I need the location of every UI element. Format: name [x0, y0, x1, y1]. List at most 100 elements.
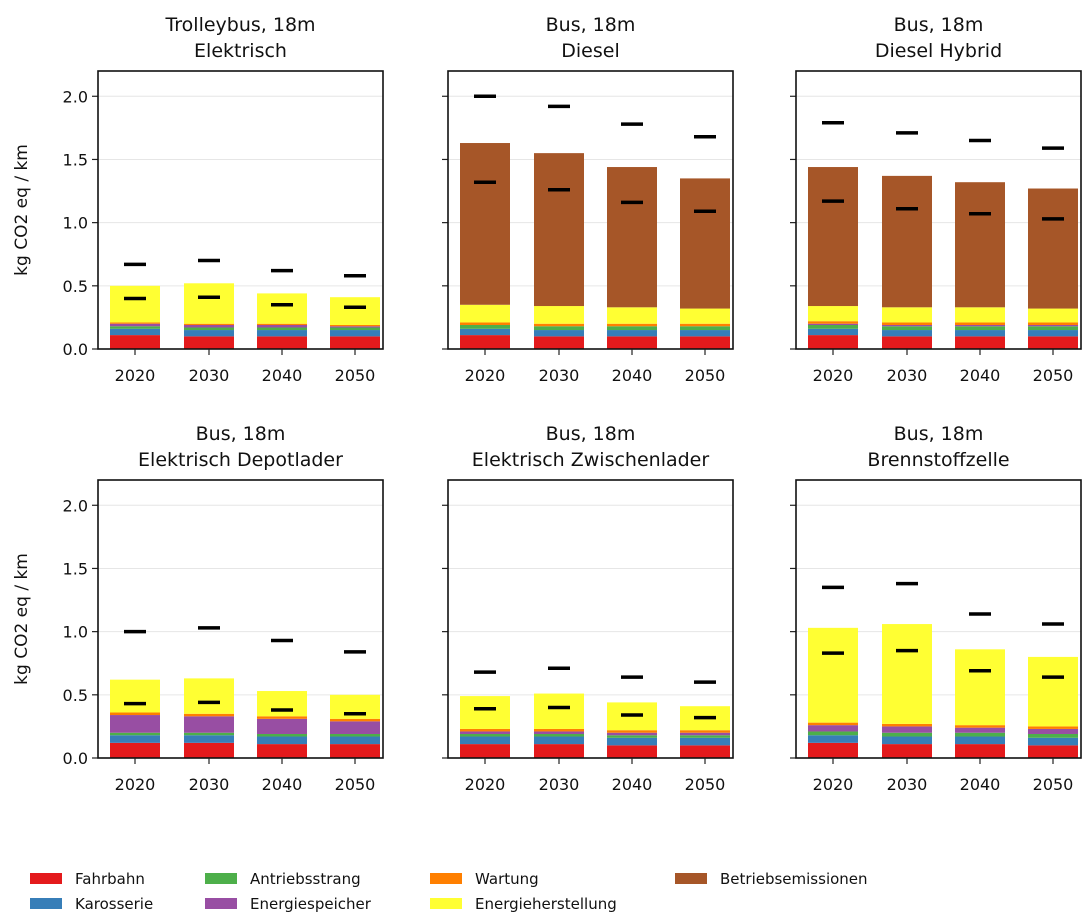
panel-title-line2: Elektrisch Depotlader: [138, 449, 343, 471]
bar-segment-karosserie: [534, 330, 584, 337]
x-tick-label: 2030: [189, 775, 230, 794]
bar-segment-energiespeicher: [808, 725, 858, 732]
x-tick-label: 2020: [115, 366, 156, 385]
bar-segment-fahrbahn: [257, 744, 307, 758]
bar-segment-wartung: [955, 725, 1005, 728]
bar-segment-energieherstellung: [607, 307, 657, 324]
bar-segment-antriebsstrang: [460, 733, 510, 737]
panel-title-line1: Trolleybus, 18m: [164, 14, 315, 36]
bar-segment-karosserie: [184, 330, 234, 337]
panel-title-line1: Bus, 18m: [894, 423, 984, 445]
bar-segment-antriebsstrang: [330, 733, 380, 737]
bar-segment-wartung: [680, 730, 730, 733]
bar-segment-antriebsstrang: [680, 735, 730, 738]
bar-segment-energiespeicher: [110, 715, 160, 733]
bar-segment-fahrbahn: [808, 742, 858, 758]
legend-label-karosserie: Karosserie: [75, 895, 153, 913]
bar-segment-fahrbahn: [460, 335, 510, 349]
bar-segment-energiespeicher: [882, 726, 932, 733]
bar-segment-antriebsstrang: [808, 731, 858, 736]
bar-segment-antriebsstrang: [184, 732, 234, 736]
legend-swatch-fahrbahn: [30, 873, 62, 884]
axes-frame: [447, 70, 734, 350]
bar-segment-antriebsstrang: [110, 326, 160, 329]
bar-segment-antriebsstrang: [460, 324, 510, 329]
bar-segment-wartung: [607, 730, 657, 733]
bar-segment-betriebsemissionen: [882, 175, 932, 308]
y-tick-label: 1.5: [63, 150, 88, 169]
bar-segment-energieherstellung: [1028, 656, 1078, 727]
y-tick-label: 0.0: [63, 749, 88, 768]
bar-segment-wartung: [534, 323, 584, 327]
legend-swatch-karosserie: [30, 898, 62, 909]
bar-segment-karosserie: [330, 330, 380, 337]
bar-segment-energieherstellung: [808, 306, 858, 322]
bar-segment-fahrbahn: [680, 745, 730, 758]
legend-label-fahrbahn: Fahrbahn: [75, 870, 145, 888]
bar-segment-wartung: [460, 728, 510, 732]
y-tick-label: 2.0: [63, 87, 88, 106]
x-tick-label: 2040: [262, 775, 303, 794]
bar-segment-fahrbahn: [184, 336, 234, 349]
bar-segment-betriebsemissionen: [808, 167, 858, 307]
bar-segment-betriebsemissionen: [607, 167, 657, 308]
bar-segment-fahrbahn: [184, 742, 234, 758]
x-tick-label: 2030: [887, 366, 928, 385]
bar-segment-antriebsstrang: [1028, 733, 1078, 738]
bar-segment-antriebsstrang: [330, 327, 380, 331]
y-axis-label: kg CO2 eq / km: [12, 144, 32, 276]
bar-segment-karosserie: [330, 736, 380, 745]
bar-segment-fahrbahn: [330, 336, 380, 349]
legend-swatch-antriebsstrang: [205, 873, 237, 884]
bar-segment-fahrbahn: [257, 336, 307, 349]
bar-segment-fahrbahn: [882, 744, 932, 758]
bar-segment-energiespeicher: [330, 326, 380, 328]
bar-segment-energiespeicher: [607, 732, 657, 736]
bar-segment-wartung: [955, 322, 1005, 325]
bar-segment-energiespeicher: [534, 731, 584, 734]
bar-segment-karosserie: [110, 328, 160, 336]
bar-segment-fahrbahn: [534, 744, 584, 758]
bar-segment-antriebsstrang: [184, 327, 234, 331]
x-tick-label: 2020: [115, 775, 156, 794]
bar-segment-antriebsstrang: [1028, 326, 1078, 331]
bar-segment-fahrbahn: [460, 744, 510, 758]
bar-segment-karosserie: [808, 328, 858, 336]
bar-segment-energieherstellung: [330, 297, 380, 325]
bar-segment-karosserie: [460, 736, 510, 745]
bar-segment-betriebsemissionen: [460, 143, 510, 305]
bar-segment-karosserie: [955, 736, 1005, 745]
bar-segment-karosserie: [882, 330, 932, 337]
bar-segment-fahrbahn: [808, 335, 858, 349]
bar-segment-energiespeicher: [257, 718, 307, 734]
x-tick-label: 2050: [1033, 366, 1074, 385]
panel-title-line2: Brennstoffzelle: [867, 449, 1009, 471]
bar-segment-energieherstellung: [680, 308, 730, 324]
bar-segment-karosserie: [534, 736, 584, 745]
axes-frame: [97, 479, 384, 759]
bar-segment-antriebsstrang: [534, 733, 584, 737]
x-tick-label: 2040: [612, 775, 653, 794]
bar-segment-karosserie: [110, 735, 160, 743]
panel-title-line1: Bus, 18m: [894, 14, 984, 36]
y-tick-label: 1.5: [63, 559, 88, 578]
bar-segment-karosserie: [607, 330, 657, 337]
bar-segment-karosserie: [1028, 330, 1078, 337]
x-tick-label: 2030: [539, 775, 580, 794]
x-tick-label: 2020: [813, 366, 854, 385]
bar-segment-karosserie: [882, 736, 932, 745]
x-tick-label: 2030: [189, 366, 230, 385]
legend-swatch-betriebsemissionen: [675, 873, 707, 884]
bar-segment-karosserie: [955, 330, 1005, 337]
bar-segment-wartung: [607, 323, 657, 327]
bar-segment-fahrbahn: [330, 744, 380, 758]
bar-segment-energieherstellung: [534, 306, 584, 324]
bar-segment-energiespeicher: [680, 732, 730, 736]
x-tick-label: 2030: [539, 366, 580, 385]
bar-segment-antriebsstrang: [955, 732, 1005, 737]
bar-segment-energiespeicher: [1028, 324, 1078, 327]
axes-frame: [795, 70, 1082, 350]
bar-segment-energieherstellung: [534, 693, 584, 729]
bar-segment-fahrbahn: [534, 336, 584, 349]
bar-segment-wartung: [808, 321, 858, 324]
